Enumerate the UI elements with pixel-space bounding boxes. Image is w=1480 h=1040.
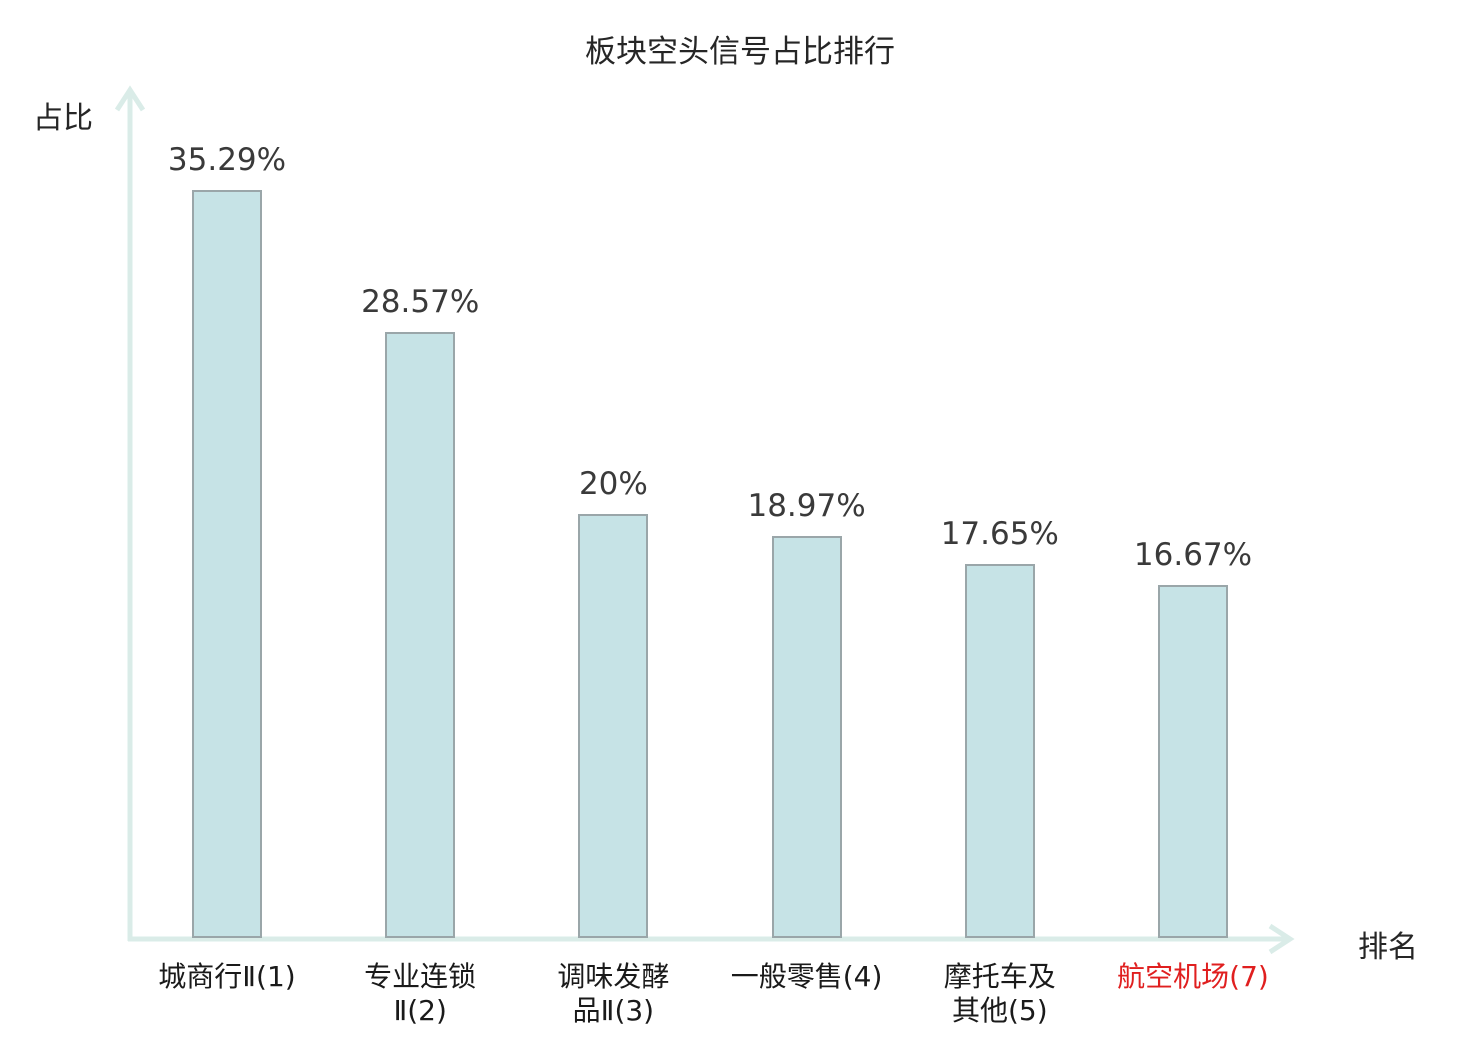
- category-label: 调味发酵 品Ⅱ(3): [557, 960, 670, 1027]
- y-axis-arrow-icon: [114, 85, 146, 112]
- bar-4: [771, 536, 842, 938]
- category-label: 摩托车及 其他(5): [943, 960, 1056, 1027]
- bar-value-label: 28.57%: [361, 284, 480, 320]
- x-axis-arrow-icon: [1268, 923, 1295, 955]
- chart-title: 板块空头信号占比排行: [585, 34, 895, 70]
- category-label: 一般零售(4): [730, 960, 883, 993]
- bar-3: [578, 514, 649, 938]
- category-label: 航空机场(7): [1117, 960, 1269, 993]
- bar-6: [1158, 585, 1228, 938]
- y-axis-label: 占比: [33, 101, 93, 136]
- category-label: 城商行Ⅱ(1): [158, 960, 296, 993]
- bar-2: [385, 332, 456, 938]
- bar-value-label: 17.65%: [940, 516, 1059, 552]
- bar-value-label: 35.29%: [167, 142, 287, 178]
- x-axis-label: 排名: [1358, 930, 1418, 965]
- bar-1: [192, 190, 262, 938]
- category-label: 专业连锁 Ⅱ(2): [364, 960, 477, 1027]
- bar-value-label: 16.67%: [1133, 537, 1253, 573]
- bar-value-label: 18.97%: [747, 488, 866, 524]
- bar-value-label: 20%: [578, 466, 648, 502]
- bar-5: [964, 564, 1035, 938]
